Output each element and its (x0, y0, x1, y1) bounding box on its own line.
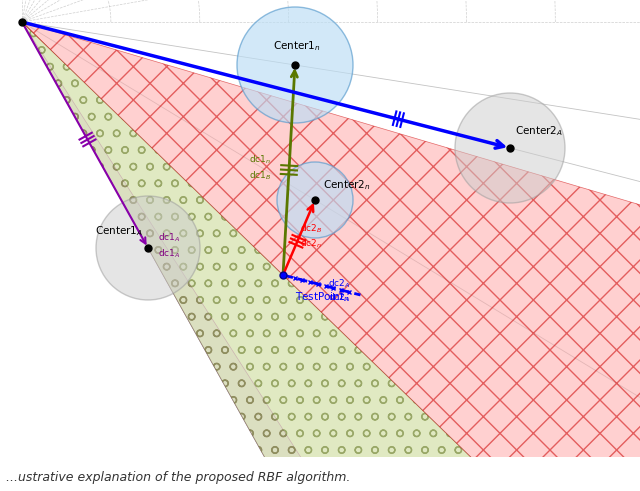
Text: Center2$_A$: Center2$_A$ (515, 124, 563, 138)
Text: Center1$_n$: Center1$_n$ (273, 39, 321, 53)
Text: Center1$_A$: Center1$_A$ (95, 224, 143, 238)
Text: TestPoint$_n$: TestPoint$_n$ (295, 290, 349, 304)
Text: ...ustrative explanation of the proposed RBF algorithm.: ...ustrative explanation of the proposed… (6, 471, 351, 484)
Polygon shape (22, 22, 640, 491)
Text: dc2$_A$: dc2$_A$ (328, 291, 350, 303)
Text: dc2$_B$: dc2$_B$ (300, 222, 323, 235)
Text: dc1$_A$: dc1$_A$ (158, 247, 180, 260)
Polygon shape (22, 22, 481, 491)
Circle shape (237, 7, 353, 123)
Text: dc1$_n$: dc1$_n$ (249, 153, 271, 165)
Circle shape (96, 196, 200, 300)
Text: dc2$_A$: dc2$_A$ (328, 278, 350, 291)
Text: dc1$_A$: dc1$_A$ (158, 231, 180, 244)
Text: dc2$_n$: dc2$_n$ (300, 237, 323, 250)
Text: Center2$_n$: Center2$_n$ (323, 178, 371, 192)
Polygon shape (22, 22, 632, 491)
Text: dc1$_B$: dc1$_B$ (248, 169, 271, 182)
Circle shape (455, 93, 565, 203)
Circle shape (277, 162, 353, 238)
